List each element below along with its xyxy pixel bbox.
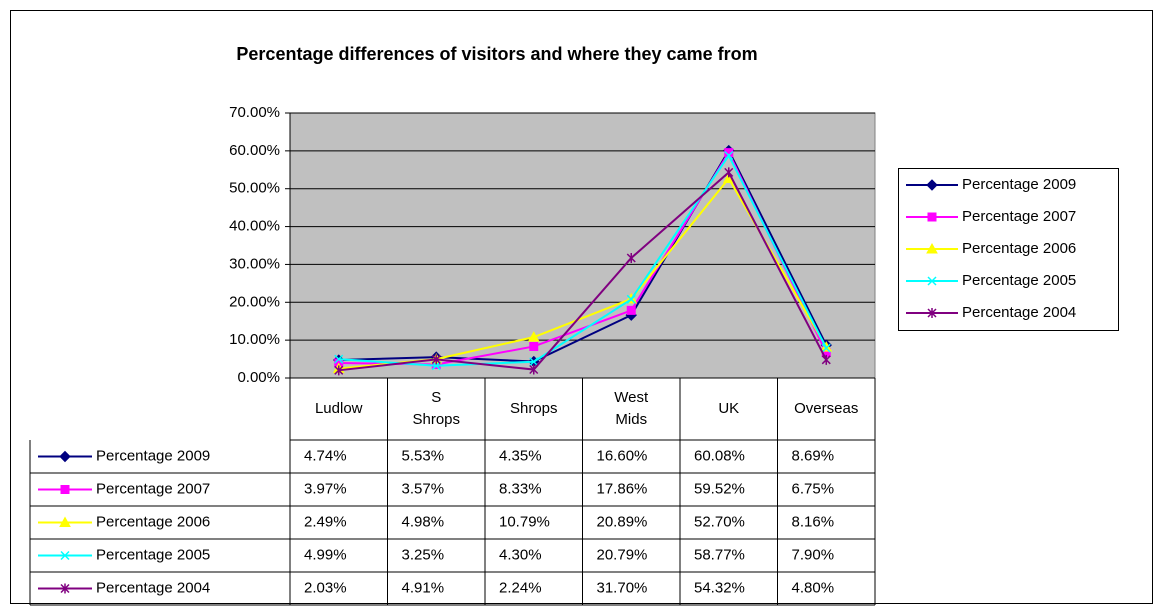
legend-marker [60, 583, 70, 594]
table-series-name: Percentage 2004 [96, 579, 210, 596]
data-point [724, 148, 734, 158]
x-tick-label: Shrops [510, 400, 558, 417]
table-value: 20.79% [597, 546, 648, 563]
legend-marker [927, 212, 937, 222]
data-point [334, 365, 344, 376]
table-value: 8.69% [792, 447, 835, 464]
data-point [724, 167, 734, 178]
table-value: 58.77% [694, 546, 745, 563]
table-value: 2.03% [304, 579, 347, 596]
x-tick-label: West Mids [614, 389, 649, 428]
table-series-name: Percentage 2006 [96, 513, 210, 530]
legend-marker [59, 516, 71, 527]
legend-marker [926, 242, 938, 254]
x-tick-label: UK [718, 400, 739, 417]
table-value: 8.33% [499, 480, 542, 497]
table-value: 2.49% [304, 513, 347, 530]
table-value: 52.70% [694, 513, 745, 530]
table-series-name: Percentage 2005 [96, 546, 210, 563]
table-value: 4.99% [304, 546, 347, 563]
data-point [626, 305, 636, 315]
data-point [527, 331, 540, 342]
series-line [338, 153, 828, 367]
y-tick-label: 40.00% [229, 218, 280, 235]
table-value: 17.86% [597, 480, 648, 497]
y-tick-label: 70.00% [229, 104, 280, 121]
x-tick-label: Ludlow [315, 400, 363, 417]
table-value: 4.98% [402, 513, 445, 530]
chart-title: Percentage differences of visitors and w… [236, 44, 757, 64]
legend-label: Percentage 2007 [962, 208, 1076, 225]
table-value: 8.16% [792, 513, 835, 530]
legend-label: Percentage 2009 [962, 176, 1076, 193]
plot-area [289, 112, 876, 379]
table-value: 4.91% [402, 579, 445, 596]
table-value: 54.32% [694, 579, 745, 596]
table-value: 7.90% [792, 546, 835, 563]
table-value: 3.57% [402, 480, 445, 497]
legend-marker [59, 450, 71, 463]
y-tick-label: 20.00% [229, 293, 280, 310]
y-tick-label: 0.00% [237, 369, 280, 386]
legend-marker [60, 485, 70, 494]
legend-label: Percentage 2006 [962, 240, 1076, 257]
data-point [529, 364, 539, 375]
legend-marker [927, 308, 937, 318]
y-tick-label: 10.00% [229, 331, 280, 348]
table-value: 20.89% [597, 513, 648, 530]
legend-label: Percentage 2004 [962, 304, 1076, 321]
table-value: 16.60% [597, 447, 648, 464]
table-value: 5.53% [402, 447, 445, 464]
data-point [821, 354, 831, 365]
data-point [626, 294, 636, 304]
table-value: 4.30% [499, 546, 542, 563]
table-value: 4.35% [499, 447, 542, 464]
y-tick-label: 60.00% [229, 142, 280, 159]
table-value: 4.74% [304, 447, 347, 464]
table-value: 2.24% [499, 579, 542, 596]
table-value: 60.08% [694, 447, 745, 464]
table-value: 4.80% [792, 579, 835, 596]
table-series-name: Percentage 2009 [96, 447, 210, 464]
data-point [529, 341, 539, 351]
table-value: 59.52% [694, 480, 745, 497]
table-value: 3.25% [402, 546, 445, 563]
legend-marker [927, 276, 937, 286]
y-tick-label: 50.00% [229, 180, 280, 197]
data-point [431, 354, 441, 365]
table-value: 6.75% [792, 480, 835, 497]
legend-label: Percentage 2005 [962, 272, 1076, 289]
legend-marker [60, 550, 70, 561]
x-tick-label: Overseas [794, 400, 858, 417]
data-point [724, 150, 734, 161]
table-series-name: Percentage 2007 [96, 480, 210, 497]
data-point [529, 357, 539, 367]
y-tick-label: 30.00% [229, 255, 280, 272]
data-point [334, 354, 344, 364]
legend-marker [926, 179, 938, 191]
data-point [821, 343, 831, 353]
table-value: 3.97% [304, 480, 347, 497]
data-point [626, 252, 636, 263]
table-value: 10.79% [499, 513, 550, 530]
x-tick-label: S Shrops [412, 389, 460, 428]
table-value: 31.70% [597, 579, 648, 596]
series-line [338, 170, 828, 372]
series-line [338, 148, 828, 363]
